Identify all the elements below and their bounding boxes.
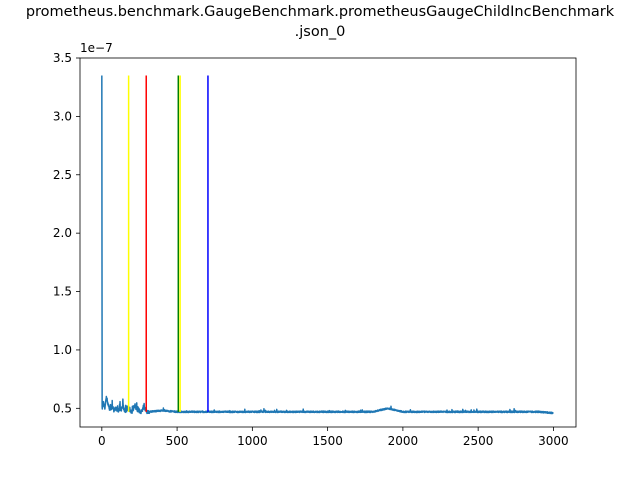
series-line-0	[101, 75, 554, 415]
plot-area	[101, 75, 554, 415]
y-tick-label: 3.5	[53, 51, 72, 65]
y-tick-label: 0.5	[53, 401, 72, 415]
x-tick-label: 2500	[463, 434, 494, 448]
x-tick-label: 2000	[388, 434, 419, 448]
y-offset-text: 1e−7	[80, 41, 113, 55]
y-tick-label: 3.0	[53, 109, 72, 123]
x-tick-label: 1000	[237, 434, 268, 448]
chart-title-line1: prometheus.benchmark.GaugeBenchmark.prom…	[26, 4, 615, 20]
y-tick-label: 1.0	[53, 343, 72, 357]
x-tick-label: 1500	[312, 434, 343, 448]
axes-frame	[79, 57, 577, 428]
y-tick-label: 1.5	[53, 285, 72, 299]
x-tick-label: 0	[98, 434, 106, 448]
x-tick-label: 3000	[538, 434, 569, 448]
y-tick-label: 2.0	[53, 226, 72, 240]
y-tick-label: 2.5	[53, 168, 72, 182]
axes: 0 500 1000 1500 2000 2500 3000 0.5 1.0 1.5 2.0 2.5 3…	[53, 51, 577, 448]
x-tick-label: 500	[166, 434, 189, 448]
chart-title-line2: .json_0	[295, 24, 346, 40]
